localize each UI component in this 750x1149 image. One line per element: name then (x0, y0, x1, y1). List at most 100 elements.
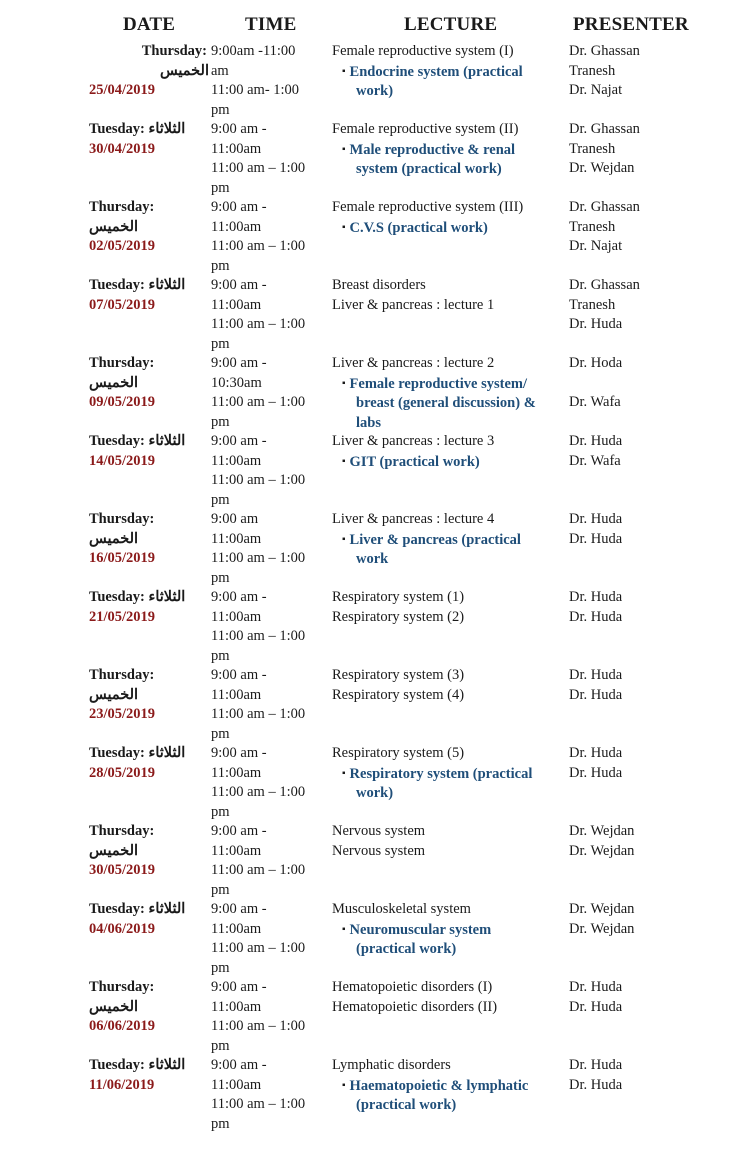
date-cell: Thursday: الخميس 09/05/2019 (89, 354, 209, 413)
time-line: pm (211, 647, 230, 664)
presenter-name: Dr. Huda (569, 998, 623, 1015)
day-name-arabic: الخميس (89, 218, 139, 235)
time-cell: 9:00 am - 11:00am 11:00 am – 1:00 pm (211, 276, 326, 354)
presenter-name: Dr. Wafa (569, 452, 621, 469)
day-name-arabic: الثلاثاء (148, 589, 186, 605)
bullet-icon: ▪ (342, 923, 346, 935)
presenter-name: Dr. Najat (569, 82, 623, 98)
time-line: pm (211, 1037, 230, 1054)
bullet-icon: ▪ (342, 143, 346, 155)
time-line: 11:00am (211, 296, 262, 313)
time-line: 11:00am (211, 218, 262, 235)
presenter-name: Dr. Wejdan (569, 920, 635, 937)
time-line: 11:00 am – 1:00 (211, 940, 306, 956)
lecture-title: Female reproductive system (II) (332, 121, 519, 137)
time-line: 11:00am (211, 920, 262, 937)
day-name: Tuesday: (89, 1057, 145, 1073)
presenter-cell: Dr. Huda Dr. Huda (569, 1056, 709, 1095)
bullet-icon: ▪ (342, 533, 346, 545)
presenter-name: Tranesh (569, 218, 616, 235)
practical-session-text: Haematopoietic & lymphatic (practical wo… (349, 1077, 529, 1114)
date-value: 14/05/2019 (89, 452, 156, 469)
header-presenter: PRESENTER (573, 14, 689, 35)
time-line: 11:00 am – 1:00 (211, 862, 306, 878)
lecture-title: Musculoskeletal system (332, 901, 471, 917)
day-line: Tuesday: الثلاثاء (89, 120, 209, 140)
date-cell: Thursday: الخميس 06/06/2019 (89, 978, 209, 1037)
day-name-arabic: الخميس (89, 374, 139, 391)
day-name: Tuesday: (89, 277, 145, 293)
time-line: 9:00am -11:00 (211, 43, 296, 59)
lecture-title: Female reproductive system (III) (332, 199, 524, 215)
presenter-name: Dr. Ghassan (569, 199, 640, 215)
lecture-cell: Lymphatic disorders ▪ Haematopoietic & lym… (332, 1056, 554, 1116)
schedule-row: Thursday: الخميس 30/05/2019 9:00 am - 11:00a… (0, 822, 750, 900)
day-name: Tuesday: (89, 121, 145, 137)
date-value: 30/04/2019 (89, 140, 156, 157)
day-name-arabic: الخميس (89, 530, 139, 547)
presenter-name: Dr. Wejdan (569, 823, 635, 839)
time-cell: 9:00 am - 10:30am 11:00 am – 1:00 pm (211, 354, 326, 432)
presenter-cell: Dr. Huda Dr. Huda (569, 666, 709, 705)
time-line: pm (211, 881, 230, 898)
lecture-title: Respiratory system (5) (332, 745, 465, 761)
header-date: DATE (123, 14, 176, 35)
day-name: Tuesday: (89, 589, 145, 605)
lecture-cell: Hematopoietic disorders (I) Hematopoietic… (332, 978, 554, 1017)
time-line: pm (211, 491, 230, 508)
time-line: 9:00 am - (211, 277, 267, 293)
lecture-title: Liver & pancreas : lecture 4 (332, 511, 495, 527)
date-cell: Thursday: الخميس 25/04/2019 (89, 42, 209, 101)
practical-session-text: Respiratory system (practical work) (349, 765, 533, 802)
presenter-name: Dr. Huda (569, 511, 623, 527)
schedule-row: Thursday: الخميس 25/04/2019 9:00am -11:00 am… (0, 42, 750, 120)
presenter-name: Dr. Najat (569, 238, 623, 254)
presenter-name: Dr. Ghassan (569, 121, 640, 137)
presenter-name: Dr. Huda (569, 979, 623, 995)
presenter-name: Tranesh (569, 62, 616, 79)
presenter-name: Dr. Wejdan (569, 901, 635, 917)
presenter-cell: Dr. Ghassan Tranesh Dr. Najat (569, 198, 709, 257)
lecture-title: Female reproductive system (I) (332, 43, 514, 59)
time-line: 11:00 am – 1:00 (211, 1018, 306, 1034)
presenter-cell: Dr. Ghassan Tranesh Dr. Najat (569, 42, 709, 101)
presenter-cell: Dr. Huda Dr. Huda (569, 588, 709, 627)
time-cell: 9:00 am - 11:00am 11:00 am – 1:00 pm (211, 120, 326, 198)
practical-session-text: Female reproductive system/ breast (gene… (349, 375, 536, 431)
time-cell: 9:00 am - 11:00am 11:00 am – 1:00 pm (211, 978, 326, 1056)
lecture-cell: Nervous system Nervous system (332, 822, 554, 861)
time-line: pm (211, 803, 230, 820)
presenter-name: Dr. Huda (569, 433, 623, 449)
date-cell: Thursday: الخميس 02/05/2019 (89, 198, 209, 257)
lecture-title: Liver & pancreas : lecture 2 (332, 355, 495, 371)
presenter-cell: Dr. Huda Dr. Huda (569, 510, 709, 549)
practical-session: ▪ C.V.S (practical work) (332, 218, 554, 239)
schedule-row: Tuesday: الثلاثاء 07/05/2019 9:00 am -11:0… (0, 276, 750, 354)
practical-session: ▪ Liver & pancreas (practical work (332, 530, 554, 570)
bullet-icon: ▪ (342, 65, 346, 77)
time-line: 9:00 am - (211, 589, 267, 605)
presenter-cell: Dr. Ghassan Tranesh Dr. Huda (569, 276, 709, 335)
schedule-row: Tuesday: الثلاثاء 11/06/2019 9:00 am -11:0… (0, 1056, 750, 1134)
presenter-cell: Dr. Wejdan Dr. Wejdan (569, 822, 709, 861)
date-value: 06/06/2019 (89, 1018, 156, 1034)
day-name: Thursday: (89, 355, 155, 371)
lecture-cell: Liver & pancreas : lecture 2 ▪ Female repr… (332, 354, 554, 433)
time-line: pm (211, 725, 230, 742)
presenter-name: Dr. Huda (569, 764, 623, 781)
time-line: 9:00 am - (211, 1057, 267, 1073)
date-value: 30/05/2019 (89, 862, 156, 878)
time-line: pm (211, 1115, 230, 1132)
presenter-cell: Dr. Hoda Dr. Wafa (569, 354, 709, 413)
presenter-name: Dr. Wejdan (569, 842, 635, 859)
lecture-title: Breast disorders (332, 277, 426, 293)
header-time: TIME (245, 14, 297, 35)
lecture-cell: Musculoskeletal system ▪ Neuromuscular sys… (332, 900, 554, 960)
time-line: pm (211, 959, 230, 976)
day-line: Tuesday: الثلاثاء (89, 744, 209, 764)
schedule-row: Thursday: الخميس 02/05/2019 9:00 am - 11:00a… (0, 198, 750, 276)
date-value: 16/05/2019 (89, 550, 156, 566)
time-line: 9:00 am - (211, 745, 267, 761)
lecture-title: Liver & pancreas : lecture 1 (332, 296, 495, 313)
date-value: 25/04/2019 (89, 82, 156, 98)
